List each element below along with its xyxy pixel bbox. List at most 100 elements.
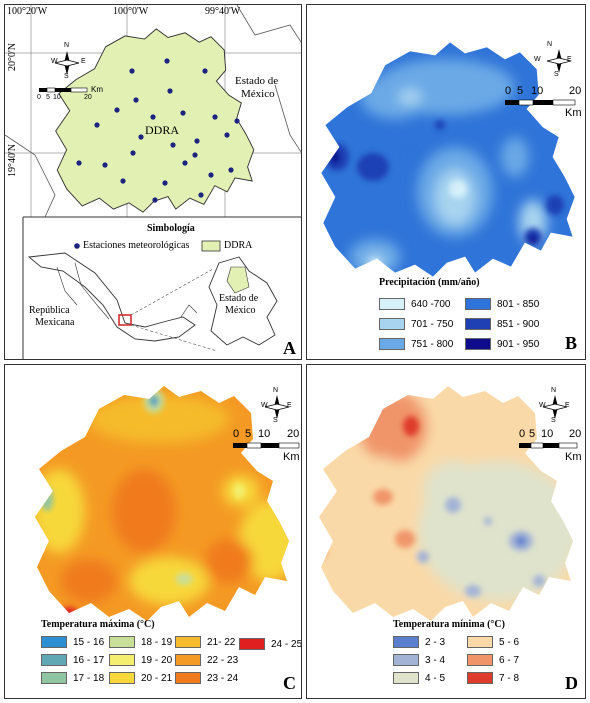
precip-class-2: 701 - 750 [379,317,453,331]
tmax-class-6: 20 - 21 [109,671,172,685]
north-letter-s-a: S [64,73,69,80]
tmax-swatch-4 [109,636,135,648]
scale-tick-3-a: 20 [84,94,92,101]
tmin-swatch-5 [467,654,493,666]
tmax-class-5-label: 19 - 20 [141,654,173,666]
tmax-class-3-label: 17 - 18 [73,672,105,684]
tmax-class-1: 15 - 16 [41,635,104,649]
precip-class-2-label: 701 - 750 [411,318,454,330]
north-letter-n-c: N [273,387,279,394]
tmin-swatch-6 [467,672,493,684]
panel-label-a: A [283,338,296,358]
precip-swatch-2 [379,318,405,330]
tmin-class-5-label: 6 - 7 [499,654,520,666]
scale-tick-0-c: 0 [233,428,240,440]
north-letter-s-d: S [551,417,556,424]
north-letter-e-a: E [81,58,86,65]
tmax-class-10-label: 24 - 25 [271,638,302,650]
north-arrow-c [264,395,290,419]
scale-tick-0-d: 0 [519,428,526,440]
legend-ddra-label: DDRA [224,240,253,251]
tmax-class-7-label: 21- 22 [207,636,236,648]
tmax-class-4-label: 18 - 19 [141,636,173,648]
north-arrow-d [542,395,568,419]
tmin-class-4-label: 5 - 6 [499,636,520,648]
panel-label-c: C [283,673,296,693]
panel-b-map-svg [320,41,576,278]
tmax-class-10: 24 - 25 [239,637,302,651]
tmax-swatch-9 [175,672,201,684]
tmin-class-6-label: 7 - 8 [499,672,520,684]
precip-class-4: 801 - 850 [465,297,539,311]
tmax-swatch-3 [41,672,67,684]
north-letter-s-c: S [273,417,278,424]
scale-tick-2-b: 10 [531,85,544,97]
scale-tick-0-b: 0 [505,85,512,97]
tmax-class-9-label: 23 - 24 [207,672,239,684]
estado-mexico-label-2: México [241,88,275,100]
scale-bar-d [519,442,578,449]
precip-swatch-3 [379,338,405,350]
tmin-swatch-1 [393,636,419,648]
tmax-swatch-7 [175,636,201,648]
tmax-class-7: 21- 22 [175,635,235,649]
inset-state-label-1: Estado de [219,293,259,304]
precip-class-6: 901 - 950 [465,337,539,351]
scale-tick-0-a: 0 [37,94,41,101]
scale-tick-1-a: 5 [46,94,50,101]
north-letter-w-a: W [51,58,58,65]
inset-location-box [118,314,132,326]
precip-class-4-label: 801 - 850 [497,298,540,310]
inset-estado-mexico [208,256,278,346]
tmax-class-4: 18 - 19 [109,635,172,649]
tmax-class-2-label: 16 - 17 [73,654,105,666]
north-letter-n-b: N [547,41,553,48]
north-letter-e-d: E [565,402,570,409]
tmax-class-9: 23 - 24 [175,671,238,685]
tmax-class-8-label: 22 - 23 [207,654,239,666]
precip-swatch-6 [465,338,491,350]
tmin-swatch-2 [393,654,419,666]
coord-top-1: 100°20'W [7,6,48,17]
tmin-class-1-label: 2 - 3 [425,636,446,648]
north-letter-e-b: E [567,56,572,63]
north-arrow-a [54,51,80,75]
scale-unit-a: Km [91,85,103,94]
inset-country-label-1: República [29,305,70,316]
panel-b-precipitation-map: N W E S 0 5 10 20 Km Precipitación (mm/a… [306,4,586,360]
scale-bar-c [233,442,300,449]
tmin-class-1: 2 - 3 [393,635,445,649]
scale-tick-2-c: 10 [258,428,271,440]
panel-c-max-temperature-map: N W E S 0 5 10 20 Km Temperatura máxima … [4,364,302,699]
precip-class-5-label: 851 - 900 [497,318,540,330]
scale-bar-b [505,99,576,106]
tmax-class-1-label: 15 - 16 [73,636,105,648]
tmax-swatch-8 [175,654,201,666]
tmin-swatch-4 [467,636,493,648]
precip-legend-title: Precipitación (mm/año) [379,277,480,288]
tmax-legend-title: Temperatura máxima (°C) [41,619,155,630]
tmin-class-5: 6 - 7 [467,653,519,667]
north-letter-n-d: N [551,387,557,394]
precip-class-6-label: 901 - 950 [497,338,540,350]
estado-mexico-label-1: Estado de [235,75,279,87]
tmax-swatch-2 [41,654,67,666]
scale-tick-2-a: 10 [53,94,61,101]
precip-class-5: 851 - 900 [465,317,539,331]
panel-d-map-svg [319,386,578,621]
panel-a-location-map: 100°20'W 100°0'W 99°40'W 20°0'N 19°40'N … [4,4,302,360]
precip-swatch-1 [379,298,405,310]
tmax-swatch-6 [109,672,135,684]
panel-label-d: D [565,673,578,693]
coord-left-2: 19°40'N [7,143,18,177]
inset-state-label-2: México [225,305,256,316]
tmax-class-2: 16 - 17 [41,653,104,667]
north-letter-e-c: E [287,402,292,409]
precip-class-1: 640 -700 [379,297,450,311]
scale-tick-3-d: 20 [569,428,582,440]
tmin-class-4: 5 - 6 [467,635,519,649]
tmax-class-5: 19 - 20 [109,653,172,667]
tmax-class-6-label: 20 - 21 [141,672,173,684]
scale-bar-a [39,87,88,93]
scale-tick-3-c: 20 [287,428,300,440]
